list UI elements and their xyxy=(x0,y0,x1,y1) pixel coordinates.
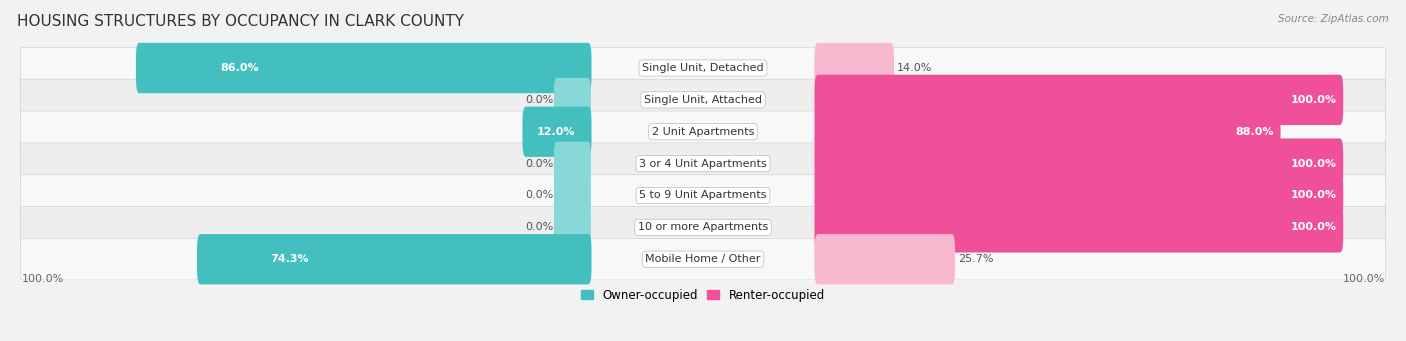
Text: 100.0%: 100.0% xyxy=(1291,95,1337,105)
FancyBboxPatch shape xyxy=(21,238,1385,280)
Text: 100.0%: 100.0% xyxy=(1291,191,1337,201)
FancyBboxPatch shape xyxy=(554,205,591,249)
FancyBboxPatch shape xyxy=(554,78,591,122)
FancyBboxPatch shape xyxy=(21,79,1385,121)
Text: 100.0%: 100.0% xyxy=(1291,159,1337,169)
Text: 3 or 4 Unit Apartments: 3 or 4 Unit Apartments xyxy=(640,159,766,169)
Text: 0.0%: 0.0% xyxy=(524,191,554,201)
Text: 14.0%: 14.0% xyxy=(897,63,932,73)
Text: 2 Unit Apartments: 2 Unit Apartments xyxy=(652,127,754,137)
Text: 0.0%: 0.0% xyxy=(524,95,554,105)
FancyBboxPatch shape xyxy=(21,175,1385,216)
Text: 74.3%: 74.3% xyxy=(270,254,309,264)
FancyBboxPatch shape xyxy=(814,75,1343,125)
Text: 86.0%: 86.0% xyxy=(219,63,259,73)
FancyBboxPatch shape xyxy=(814,170,1343,221)
FancyBboxPatch shape xyxy=(21,47,1385,89)
Text: 100.0%: 100.0% xyxy=(21,274,63,284)
FancyBboxPatch shape xyxy=(814,138,1343,189)
Text: 10 or more Apartments: 10 or more Apartments xyxy=(638,222,768,232)
Legend: Owner-occupied, Renter-occupied: Owner-occupied, Renter-occupied xyxy=(581,289,825,302)
FancyBboxPatch shape xyxy=(136,43,592,93)
FancyBboxPatch shape xyxy=(197,234,592,284)
FancyBboxPatch shape xyxy=(814,107,1281,157)
Text: 0.0%: 0.0% xyxy=(524,159,554,169)
FancyBboxPatch shape xyxy=(21,207,1385,248)
FancyBboxPatch shape xyxy=(814,234,955,284)
Text: 12.0%: 12.0% xyxy=(537,127,575,137)
FancyBboxPatch shape xyxy=(554,142,591,186)
FancyBboxPatch shape xyxy=(21,111,1385,152)
FancyBboxPatch shape xyxy=(814,43,894,93)
Text: 5 to 9 Unit Apartments: 5 to 9 Unit Apartments xyxy=(640,191,766,201)
Text: Single Unit, Detached: Single Unit, Detached xyxy=(643,63,763,73)
Text: HOUSING STRUCTURES BY OCCUPANCY IN CLARK COUNTY: HOUSING STRUCTURES BY OCCUPANCY IN CLARK… xyxy=(17,14,464,29)
FancyBboxPatch shape xyxy=(554,174,591,218)
FancyBboxPatch shape xyxy=(814,202,1343,253)
Text: 25.7%: 25.7% xyxy=(959,254,994,264)
Text: 88.0%: 88.0% xyxy=(1236,127,1274,137)
FancyBboxPatch shape xyxy=(21,143,1385,184)
Text: 100.0%: 100.0% xyxy=(1343,274,1385,284)
Text: 0.0%: 0.0% xyxy=(524,222,554,232)
Text: Mobile Home / Other: Mobile Home / Other xyxy=(645,254,761,264)
Text: Single Unit, Attached: Single Unit, Attached xyxy=(644,95,762,105)
Text: Source: ZipAtlas.com: Source: ZipAtlas.com xyxy=(1278,14,1389,24)
Text: 100.0%: 100.0% xyxy=(1291,222,1337,232)
FancyBboxPatch shape xyxy=(523,107,592,157)
